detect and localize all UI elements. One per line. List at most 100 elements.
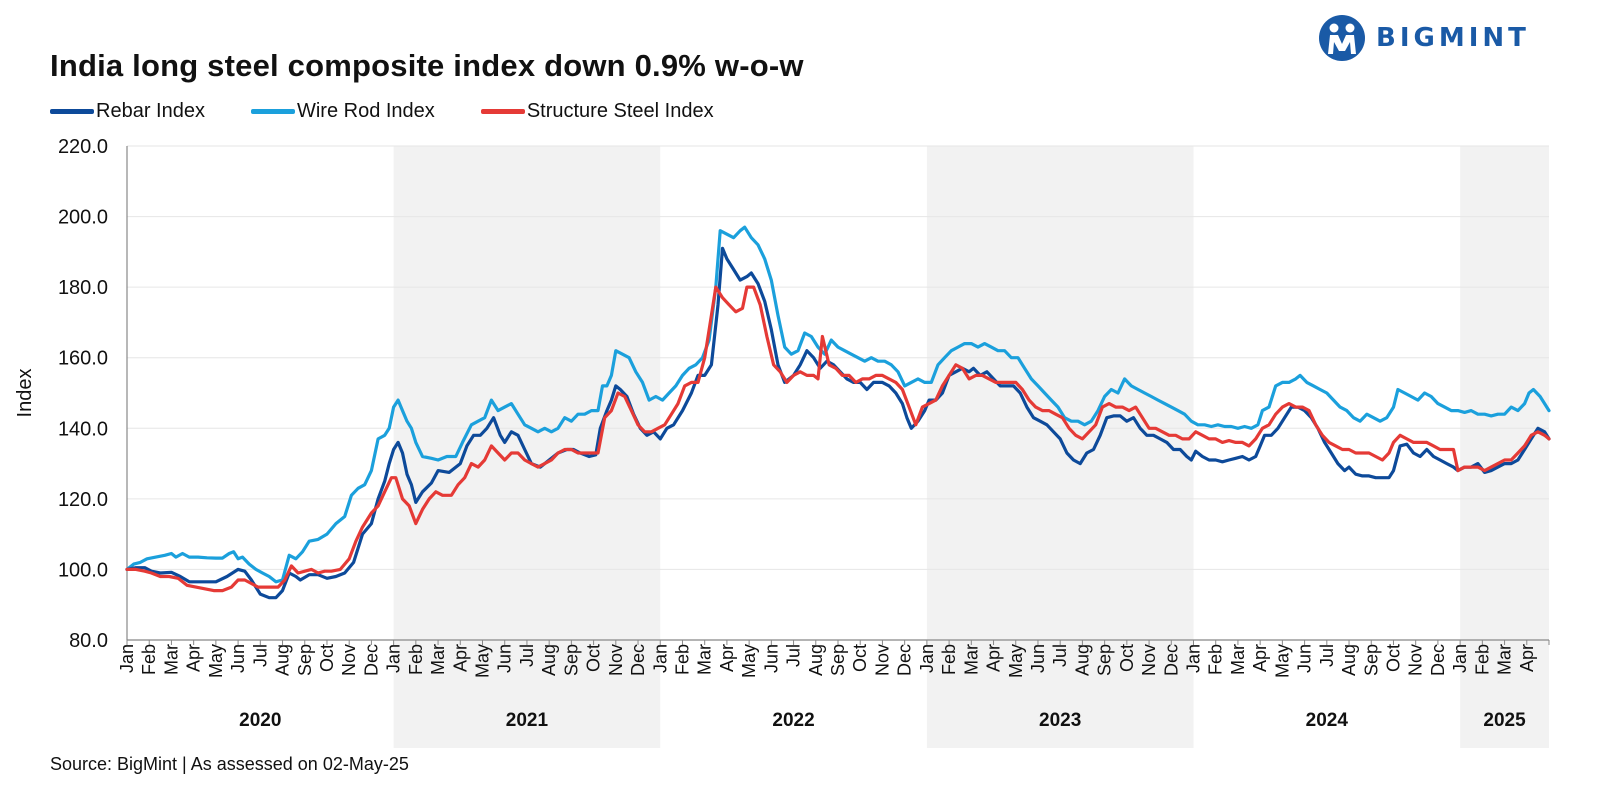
- y-tick-label: 220.0: [58, 136, 108, 158]
- x-tick-label: Dec: [628, 644, 648, 676]
- x-tick-label: Dec: [361, 644, 381, 676]
- x-tick-label: Aug: [1339, 644, 1359, 676]
- chart-legend: Rebar Index Wire Rod Index Structure Steel…: [50, 100, 760, 123]
- x-tick-label: Apr: [450, 644, 470, 672]
- legend-swatch: [250, 109, 295, 114]
- x-tick-label: Nov: [339, 644, 359, 676]
- x-tick-label: Sep: [1361, 644, 1381, 676]
- y-tick-label: 180.0: [58, 277, 108, 299]
- x-tick-label: Feb: [139, 644, 159, 675]
- bigmint-logo: BIGMINT: [1318, 14, 1530, 62]
- legend-label: Rebar Index: [96, 100, 205, 122]
- chart-title: India long steel composite index down 0.…: [50, 48, 804, 83]
- x-tick-label: Sep: [828, 644, 848, 676]
- year-label: 2023: [1039, 710, 1081, 731]
- x-tick-label: Dec: [1161, 644, 1181, 676]
- x-tick-label: Apr: [1517, 644, 1537, 672]
- y-tick-label: 200.0: [58, 207, 108, 229]
- x-tick-label: Jun: [1295, 644, 1315, 673]
- x-tick-label: Apr: [1250, 644, 1270, 672]
- y-tick-label: 120.0: [58, 489, 108, 511]
- y-tick-label: 80.0: [69, 630, 108, 652]
- x-tick-label: Aug: [806, 644, 826, 676]
- y-tick-label: 140.0: [58, 418, 108, 440]
- x-tick-label: Jul: [784, 644, 804, 667]
- x-tick-label: Aug: [273, 644, 293, 676]
- x-tick-label: Jan: [1184, 644, 1204, 673]
- x-tick-label: Dec: [895, 644, 915, 676]
- x-tick-label: Jan: [917, 644, 937, 673]
- x-tick-label: May: [473, 644, 493, 678]
- x-tick-label: Apr: [184, 644, 204, 672]
- x-tick-label: Feb: [672, 644, 692, 675]
- x-tick-label: Jul: [250, 644, 270, 667]
- x-tick-label: Feb: [1472, 644, 1492, 675]
- year-band: [926, 146, 1194, 748]
- legend-item: Structure Steel Index: [480, 100, 714, 123]
- x-tick-label: May: [1272, 644, 1292, 678]
- line-chart: 2020 2021 2022 2023 2024 2025 80.0 100.0 120.0 14…: [14, 136, 1551, 748]
- series-line-rebar-index: [125, 246, 1551, 600]
- x-tick-label: Feb: [939, 644, 959, 675]
- year-label: 2020: [239, 710, 281, 731]
- x-tick-label: Oct: [317, 644, 337, 672]
- legend-swatch: [50, 109, 94, 114]
- x-tick-label: Nov: [1406, 644, 1426, 676]
- x-tick-label: Sep: [1095, 644, 1115, 676]
- series-line-wire-rod-index: [125, 225, 1551, 584]
- legend-label: Structure Steel Index: [526, 100, 714, 122]
- x-tick-label: Feb: [406, 644, 426, 675]
- x-tick-label: Mar: [961, 644, 981, 675]
- x-tick-label: May: [206, 644, 226, 678]
- x-tick-label: Nov: [606, 644, 626, 676]
- x-tick-label: Sep: [561, 644, 581, 676]
- x-tick-label: Jul: [1050, 644, 1070, 667]
- x-tick-label: Mar: [428, 644, 448, 675]
- x-tick-label: Oct: [584, 644, 604, 672]
- legend-label: Wire Rod Index: [296, 100, 435, 122]
- year-band: [393, 146, 661, 748]
- x-tick-label: Mar: [1228, 644, 1248, 675]
- x-tick-label: Oct: [850, 644, 870, 672]
- x-tick-label: Jun: [1028, 644, 1048, 673]
- x-tick-label: Mar: [161, 644, 181, 675]
- legend-item: Rebar Index: [50, 100, 205, 123]
- x-tick-label: Aug: [1072, 644, 1092, 676]
- x-tick-label: Apr: [984, 644, 1004, 672]
- x-tick-label: Mar: [1495, 644, 1515, 675]
- bigmint-logo-mark-icon: [1319, 15, 1365, 61]
- y-tick-label: 100.0: [58, 559, 108, 581]
- x-tick-label: Nov: [872, 644, 892, 676]
- x-tick-label: Feb: [1206, 644, 1226, 675]
- year-label: 2021: [506, 710, 549, 731]
- logo-wordmark: BIGMINT: [1376, 23, 1530, 53]
- x-tick-label: Sep: [295, 644, 315, 676]
- x-tick-label: Jun: [228, 644, 248, 673]
- x-tick-label: Aug: [539, 644, 559, 676]
- source-note: Source: BigMint | As assessed on 02-May-…: [50, 754, 409, 774]
- x-tick-label: Nov: [1139, 644, 1159, 676]
- legend-item: Wire Rod Index: [250, 100, 435, 123]
- year-band: [1460, 146, 1549, 748]
- x-tick-label: Jan: [384, 644, 404, 673]
- x-tick-label: Oct: [1383, 644, 1403, 672]
- series-line-structure-steel-index: [125, 285, 1551, 593]
- legend-swatch: [480, 109, 525, 114]
- year-label: 2025: [1483, 710, 1526, 731]
- x-tick-label: Dec: [1428, 644, 1448, 676]
- x-tick-label: Jul: [1317, 644, 1337, 667]
- year-label: 2022: [772, 710, 814, 731]
- x-tick-label: Jul: [517, 644, 537, 667]
- x-tick-label: Jun: [495, 644, 515, 673]
- x-tick-label: May: [1006, 644, 1026, 678]
- x-tick-label: Jan: [117, 644, 137, 673]
- x-tick-label: Mar: [695, 644, 715, 675]
- y-axis-title: Index: [14, 369, 36, 418]
- x-tick-label: Jan: [1450, 644, 1470, 673]
- x-tick-label: Jun: [761, 644, 781, 673]
- x-tick-label: Oct: [1117, 644, 1137, 672]
- x-tick-label: Apr: [717, 644, 737, 672]
- year-label: 2024: [1306, 710, 1349, 731]
- x-tick-label: Jan: [650, 644, 670, 673]
- x-tick-label: May: [739, 644, 759, 678]
